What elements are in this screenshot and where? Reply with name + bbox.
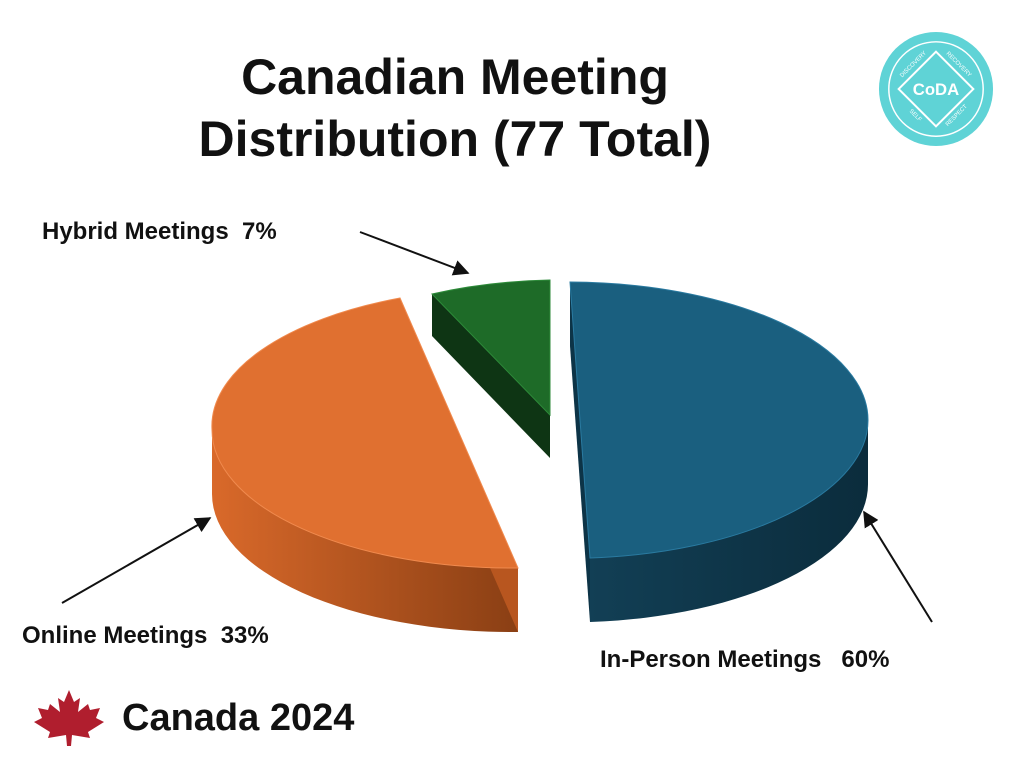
slice-hybrid xyxy=(431,279,551,458)
logo-diamond xyxy=(897,50,975,128)
arrow-hybrid xyxy=(359,231,470,276)
label-online-value: 33% xyxy=(220,622,269,649)
slice-in-person-top xyxy=(569,281,869,559)
slice-in-person-side xyxy=(590,420,869,622)
label-in-person-name: In-Person Meetings xyxy=(600,646,822,673)
slice-online xyxy=(211,297,519,633)
label-hybrid-name: Hybrid Meetings xyxy=(42,218,229,245)
slice-online-top xyxy=(211,297,519,569)
logo-background xyxy=(878,31,994,147)
coda-logo: CoDA DISCOVERY RECOVERY SELF RESPECT xyxy=(878,31,994,147)
logo-ring xyxy=(888,41,984,137)
slice-in-person-cut-face xyxy=(570,282,590,622)
maple-leaf-icon xyxy=(34,690,104,746)
arrow-online xyxy=(61,517,212,604)
chart-title-line2: Distribution (77 Total) xyxy=(198,111,712,167)
label-online: Online Meetings 33% xyxy=(22,622,269,650)
label-hybrid: Hybrid Meetings 7% xyxy=(42,218,277,246)
slice-in-person xyxy=(569,281,869,622)
footer-text: Canada 2024 xyxy=(122,696,355,739)
label-in-person: In-Person Meetings 60% xyxy=(600,646,889,674)
slice-online-side xyxy=(211,430,518,633)
chart-title: Canadian Meeting Distribution (77 Total) xyxy=(90,46,820,170)
label-online-name: Online Meetings xyxy=(22,622,208,649)
slice-hybrid-top xyxy=(431,279,551,417)
logo-text: CoDA xyxy=(913,80,959,99)
arrow-in-person xyxy=(863,510,933,623)
footer: Canada 2024 xyxy=(30,688,354,748)
label-hybrid-value: 7% xyxy=(242,218,277,245)
slice-hybrid-cut-face xyxy=(432,294,550,458)
chart-title-line1: Canadian Meeting xyxy=(241,49,669,105)
label-in-person-value: 60% xyxy=(841,646,890,673)
